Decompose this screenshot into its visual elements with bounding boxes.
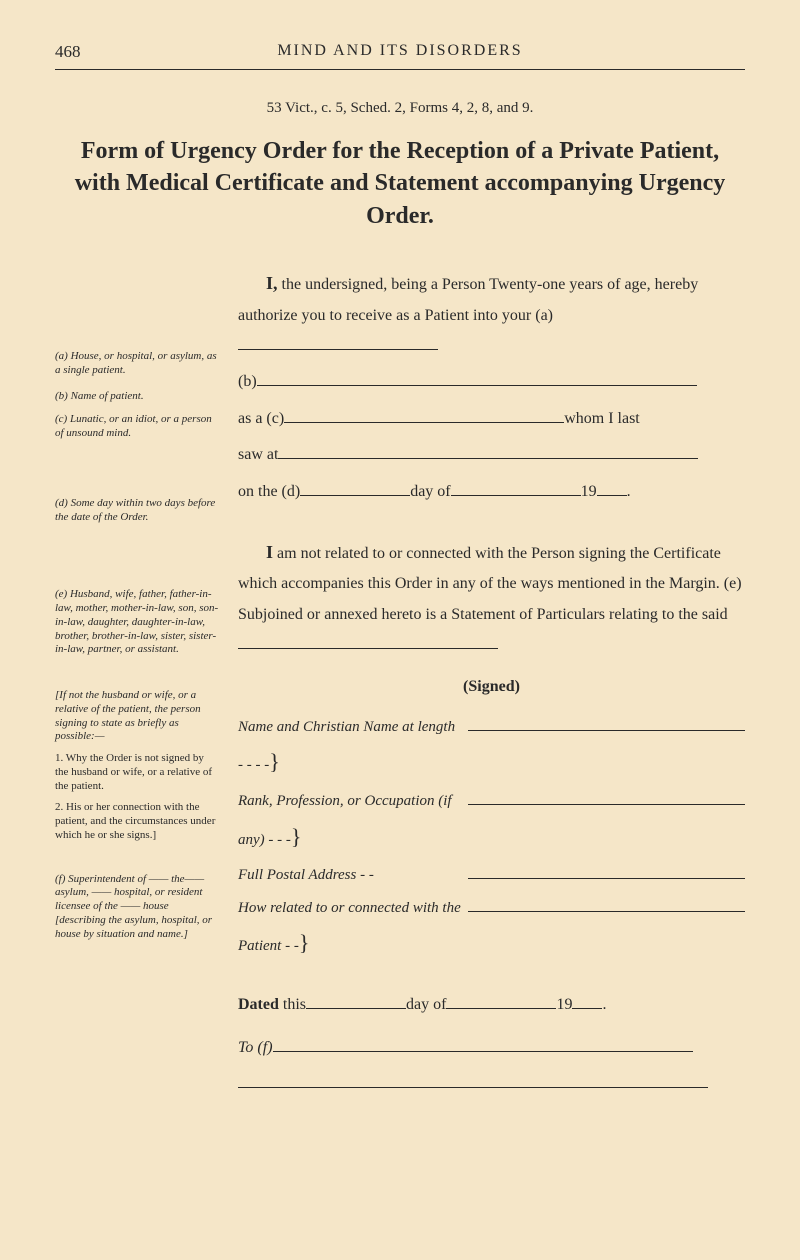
blank-rank[interactable] [468, 789, 745, 805]
signed-heading: (Signed) [238, 672, 745, 702]
blank-how-related[interactable] [468, 896, 745, 912]
dated-day-of: day of [406, 996, 446, 1013]
blank-said[interactable] [238, 633, 498, 649]
margin-note-c: (c) Lunatic, or an idiot, or a person of… [55, 413, 220, 441]
margin-note-f-1-text: 1. Why the Order is not signed by the hu… [55, 752, 212, 792]
blank-b[interactable] [257, 370, 697, 386]
schedule-reference: 53 Vict., c. 5, Sched. 2, Forms 4, 2, 8,… [55, 100, 745, 117]
para2-text: am not related to or connected with the … [238, 545, 742, 623]
row-rank: Rank, Profession, or Occupation (if any)… [238, 787, 745, 857]
blank-dated-day[interactable] [306, 993, 406, 1009]
this-label: this [279, 996, 306, 1013]
line-b: (b) [238, 367, 745, 397]
paragraph-2: I am not related to or connected with th… [238, 535, 745, 661]
paragraph-1: I, the undersigned, being a Person Twent… [238, 266, 745, 361]
margin-note-f-1: 1. Why the Order is not signed by the hu… [55, 752, 220, 793]
dated-line: Dated thisday of19. [238, 990, 745, 1020]
margin-note-a: (a) House, or hospital, or asylum, as a … [55, 350, 220, 378]
blank-to-2[interactable] [238, 1072, 708, 1088]
label-year19: 19 [581, 483, 597, 500]
label-saw-at: saw at [238, 446, 278, 463]
margin-note-g: (f) Superintendent of —— the—— asylum, —… [55, 873, 220, 942]
form-title: Form of Urgency Order for the Reception … [55, 135, 745, 232]
initial-cap-i: I, [266, 273, 278, 293]
label-rank: Rank, Profession, or Occupation (if any)… [238, 787, 468, 857]
running-header: MIND AND ITS DISORDERS [0, 42, 800, 60]
margin-note-f-2: 2. His or her connection with the patien… [55, 801, 220, 842]
blank-to[interactable] [273, 1036, 693, 1052]
row-how-related: How related to or connected with the Pat… [238, 894, 745, 964]
line-c: as a (c) whom I last [238, 404, 745, 434]
para1-text: the undersigned, being a Person Twenty-o… [238, 276, 698, 323]
dated-label: Dated [238, 996, 279, 1013]
initial-cap-i-2: I [266, 542, 273, 562]
margin-note-d: (d) Some day within two days before the … [55, 497, 220, 525]
row-name: Name and Christian Name at length - - - … [238, 713, 745, 783]
label-postal: Full Postal Address - - [238, 861, 468, 890]
label-rank-text: Rank, Profession, or Occupation (if any)… [238, 793, 452, 848]
margin-note-b: (b) Name of patient. [55, 390, 220, 404]
two-column-layout: (a) House, or hospital, or asylum, as a … [55, 266, 745, 1105]
blank-dated-month[interactable] [446, 993, 556, 1009]
body-text-column: I, the undersigned, being a Person Twent… [238, 266, 745, 1105]
dated-year19: 19 [556, 996, 572, 1013]
blank-d[interactable] [300, 480, 410, 496]
label-name: Name and Christian Name at length - - - … [238, 713, 468, 783]
blank-name[interactable] [468, 715, 745, 731]
to-line-2 [238, 1069, 745, 1099]
label-c-suffix: whom I last [564, 410, 640, 427]
blank-year[interactable] [597, 480, 627, 496]
label-on-the: on the (d) [238, 483, 300, 500]
margin-note-f-intro: [If not the husband or wife, or a relati… [55, 689, 220, 744]
line-on-the: on the (d)day of19. [238, 477, 745, 507]
blank-saw-at[interactable] [278, 443, 698, 459]
blank-postal[interactable] [468, 863, 745, 879]
blank-month[interactable] [451, 480, 581, 496]
margin-note-f-2-text: 2. His or her connection with the patien… [55, 801, 215, 841]
blank-a[interactable] [238, 334, 438, 350]
row-postal: Full Postal Address - - [238, 861, 745, 890]
blank-c[interactable] [284, 407, 564, 423]
label-c-prefix: as a (c) [238, 410, 284, 427]
line-saw-at: saw at [238, 440, 745, 470]
blank-dated-year[interactable] [572, 993, 602, 1009]
label-b: (b) [238, 373, 257, 390]
label-day-of: day of [410, 483, 450, 500]
to-line: To (f) [238, 1033, 745, 1063]
margin-notes-column: (a) House, or hospital, or asylum, as a … [55, 266, 220, 1105]
label-how-related: How related to or connected with the Pat… [238, 894, 468, 964]
page-content: 53 Vict., c. 5, Sched. 2, Forms 4, 2, 8,… [55, 100, 745, 1105]
to-label: To (f) [238, 1039, 273, 1056]
header-rule [55, 69, 745, 70]
margin-note-e: (e) Husband, wife, father, father-in-law… [55, 588, 220, 657]
label-how-text: How related to or connected with the Pat… [238, 900, 461, 955]
